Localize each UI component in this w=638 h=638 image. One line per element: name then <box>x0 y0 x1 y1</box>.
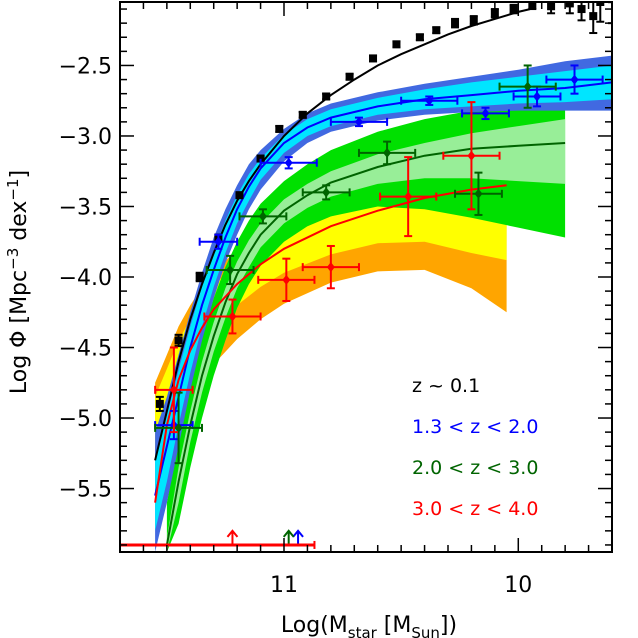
marker-square-0-18 <box>528 2 537 9</box>
fit-curve-3 <box>154 184 507 503</box>
marker-square-0-26 <box>627 0 635 6</box>
marker-square-0-0 <box>155 399 164 408</box>
marker-diamond-1-3 <box>354 116 363 127</box>
marker-diamond-3-0 <box>169 384 178 395</box>
marker-square-0-15 <box>469 16 478 25</box>
y-tick-label: −5.0 <box>59 407 112 432</box>
marker-square-0-14 <box>451 19 460 28</box>
marker-diamond-2-3 <box>322 187 331 198</box>
marker-square-0-19 <box>547 2 556 11</box>
y-axis-title-mid: dex <box>7 201 32 248</box>
legend-entry-2: 2.0 < z < 3.0 <box>412 457 538 479</box>
x-axis-title-sub1: star <box>348 624 378 638</box>
fit-curve-0 <box>154 8 531 461</box>
confidence-bands <box>155 55 612 552</box>
marker-square-0-5 <box>256 154 265 163</box>
x-axis-title-sub2: Sun <box>411 624 440 638</box>
marker-square-0-20 <box>565 2 574 8</box>
fit-curve-2 <box>165 142 566 546</box>
upper-limit-arrowhead-2 <box>282 529 295 538</box>
x-axis-title: Log(Mstar [MSun]) <box>281 613 457 638</box>
marker-square-0-21 <box>577 5 586 14</box>
marker-square-0-6 <box>275 124 284 133</box>
y-tick-label: −4.0 <box>59 266 112 291</box>
legend: z ~ 0.1 1.3 < z < 2.0 2.0 < z < 3.0 3.0 … <box>412 375 538 520</box>
marker-diamond-1-6 <box>533 91 542 102</box>
x-axis-title-end: ]) <box>440 613 457 638</box>
marker-square-0-2 <box>195 273 204 281</box>
marker-diamond-1-4 <box>425 95 434 106</box>
fit-curve-1 <box>154 81 612 496</box>
y-axis-title-sup1: −3 <box>4 248 22 270</box>
x-axis-title-mid: [M <box>377 613 412 638</box>
marker-diamond-2-0 <box>174 422 183 433</box>
y-axis-title: Log Φ [Mpc−3 dex−1] <box>4 170 32 394</box>
y-axis-title-main: Log Φ [Mpc <box>7 270 32 394</box>
marker-diamond-3-4 <box>404 191 413 202</box>
band-outer-2 <box>166 100 566 552</box>
data-points <box>120 0 635 549</box>
y-tick-label: −4.5 <box>59 337 112 362</box>
x-axis-title-main: Log(M <box>281 613 348 638</box>
legend-entry-1: 1.3 < z < 2.0 <box>412 416 538 438</box>
marker-square-0-13 <box>432 26 441 35</box>
marker-square-0-23 <box>596 2 605 6</box>
marker-diamond-1-5 <box>481 108 490 119</box>
x-tick-label: 10 <box>504 573 532 598</box>
legend-entry-3: 3.0 < z < 4.0 <box>412 498 538 520</box>
marker-diamond-2-4 <box>383 147 392 158</box>
marker-diamond-1-2 <box>284 157 293 168</box>
y-axis-title-sup2: −1 <box>4 178 22 200</box>
marker-diamond-3-1 <box>228 311 237 322</box>
legend-entry-0: z ~ 0.1 <box>412 375 480 397</box>
y-tick-label: −5.5 <box>59 478 112 503</box>
marker-diamond-3-3 <box>326 262 335 273</box>
marker-square-0-9 <box>345 72 354 81</box>
y-tick-label: −3.5 <box>59 195 112 220</box>
upper-limit-arrowhead-3 <box>226 529 239 538</box>
marker-square-0-22 <box>589 12 598 21</box>
marker-square-0-25 <box>617 5 625 13</box>
fit-curves <box>154 8 612 546</box>
marker-square-0-17 <box>509 5 518 14</box>
marker-diamond-3-2 <box>282 274 291 285</box>
y-tick-label: −3.0 <box>59 125 112 150</box>
marker-diamond-1-7 <box>570 74 579 85</box>
band-outer-3 <box>155 171 507 461</box>
marker-square-0-10 <box>369 54 378 63</box>
axis-tick-labels: −2.5 −3.0 −3.5 −4.0 −4.5 −5.0 −5.5 11 10 <box>59 54 533 598</box>
marker-square-0-4 <box>235 191 244 200</box>
marker-diamond-2-1 <box>226 264 235 275</box>
marker-square-0-11 <box>392 40 401 49</box>
axis-ticks <box>120 2 613 552</box>
y-axis-title-end: ] <box>7 170 32 179</box>
marker-square-0-1 <box>174 336 183 345</box>
marker-diamond-2-2 <box>258 211 267 222</box>
marker-square-0-16 <box>490 9 499 18</box>
marker-square-0-8 <box>322 92 331 101</box>
marker-square-0-7 <box>298 110 307 119</box>
band-outer-1 <box>155 55 612 552</box>
marker-diamond-3-5 <box>467 150 476 161</box>
y-tick-label: −2.5 <box>59 54 112 79</box>
upper-limit-arrowhead-1 <box>292 529 304 538</box>
marker-diamond-1-1 <box>214 236 223 247</box>
marker-diamond-2-5 <box>474 188 483 199</box>
marker-square-0-12 <box>415 33 424 42</box>
marker-diamond-2-6 <box>523 81 532 92</box>
x-tick-label: 11 <box>270 573 298 598</box>
